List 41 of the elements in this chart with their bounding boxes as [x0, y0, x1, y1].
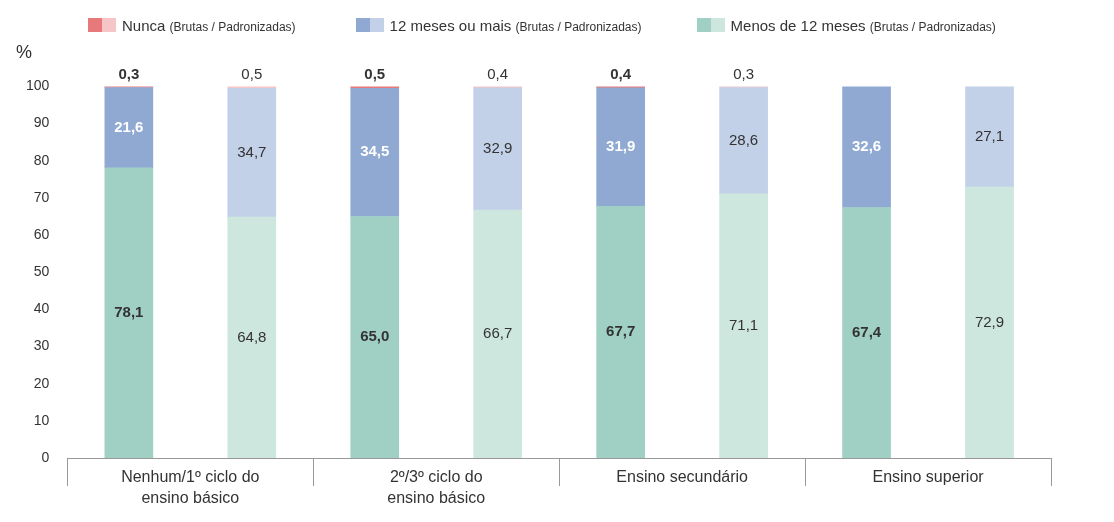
- data-label: 0,3: [118, 65, 140, 83]
- y-tick-label: 60: [33, 225, 50, 242]
- y-tick-label: 80: [33, 151, 50, 168]
- data-label: 32,9: [483, 139, 513, 157]
- legend-label: 12 meses ou mais (Brutas / Padronizadas): [389, 16, 642, 34]
- y-tick-label: 90: [33, 114, 50, 131]
- legend-label: Menos de 12 meses (Brutas / Padronizadas): [730, 16, 996, 34]
- data-label: 66,7: [483, 324, 513, 342]
- data-label: 0,4: [487, 65, 509, 83]
- y-tick-label: 100: [26, 77, 50, 94]
- data-label: 64,8: [237, 327, 267, 345]
- y-axis-title: %: [16, 42, 33, 63]
- y-tick-label: 10: [33, 411, 50, 428]
- data-label: 21,6: [114, 117, 144, 135]
- x-tick-label: Nenhum/1º ciclo do ensino básico: [121, 468, 260, 507]
- data-label: 67,4: [851, 322, 882, 340]
- y-tick-label: 70: [33, 188, 50, 205]
- x-tick-label: Ensino secundário: [616, 468, 749, 486]
- data-label: 72,9: [974, 312, 1005, 330]
- y-tick-label: 20: [33, 374, 50, 391]
- y-tick-label: 50: [33, 263, 50, 280]
- data-label: 0,5: [364, 65, 386, 83]
- y-tick-label: 40: [33, 300, 50, 317]
- x-tick-label: Ensino superior: [872, 468, 985, 486]
- data-label: 78,1: [114, 303, 144, 321]
- data-label: 34,5: [360, 142, 390, 160]
- data-label: 34,7: [237, 142, 267, 160]
- data-label: 67,7: [606, 322, 636, 340]
- data-label: 27,1: [974, 126, 1005, 144]
- data-label: 71,1: [729, 316, 759, 334]
- data-label: 28,6: [729, 130, 759, 148]
- data-label: 0,4: [610, 65, 632, 83]
- y-tick-label: 0: [41, 448, 50, 465]
- x-tick-label: 2º/3º ciclo do ensino básico: [387, 468, 486, 507]
- legend-label: Nunca (Brutas / Padronizadas): [122, 16, 296, 34]
- data-label: 31,9: [606, 137, 636, 155]
- data-label: 32,6: [851, 137, 882, 155]
- data-label: 0,5: [241, 65, 263, 83]
- data-label: 0,3: [733, 65, 755, 83]
- y-tick-label: 30: [33, 337, 50, 354]
- data-label: 65,0: [360, 327, 390, 345]
